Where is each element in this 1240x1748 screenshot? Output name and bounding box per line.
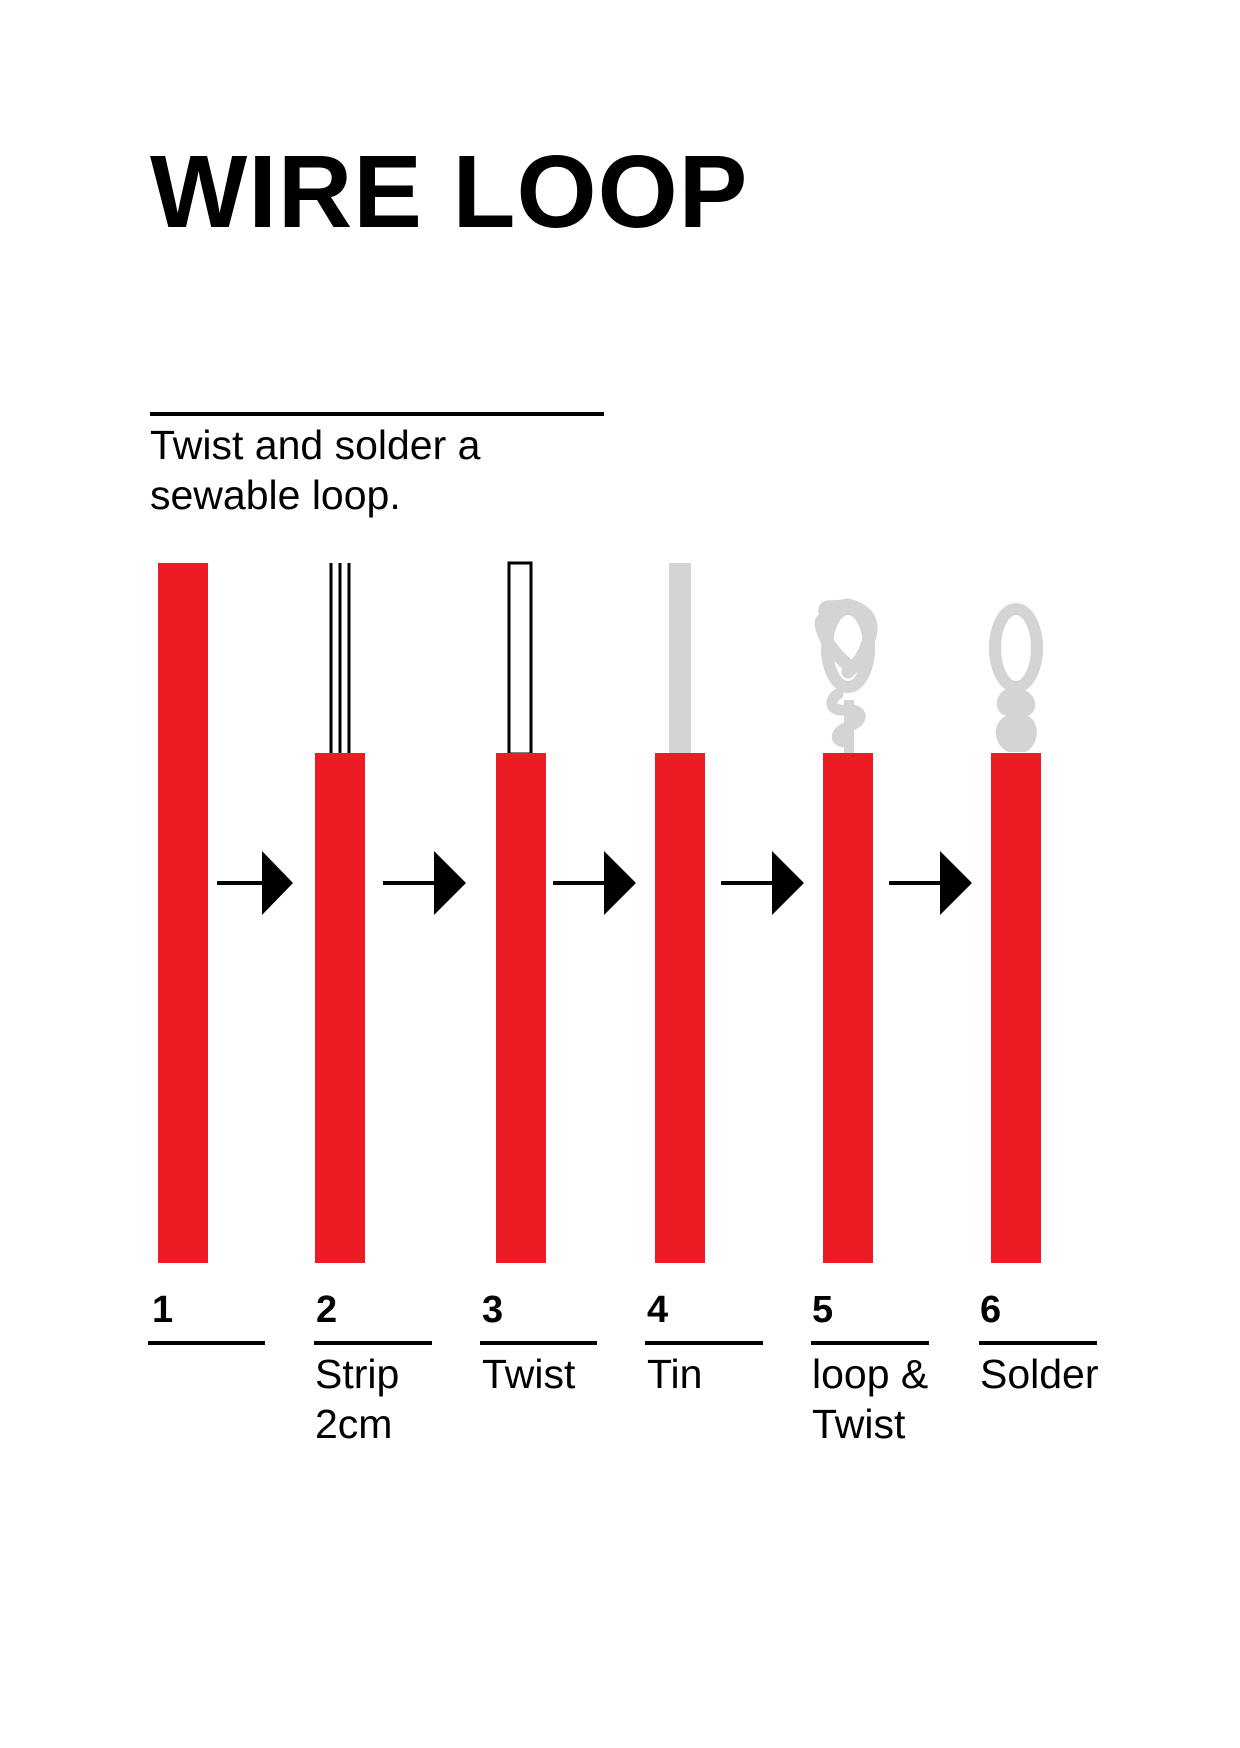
title-divider [150,412,604,416]
step-number: 6 [980,1289,1002,1331]
wire-loop [821,603,875,693]
wire-step-1 [158,563,208,1263]
insulation [496,753,546,1263]
step-label: loop & Twist [812,1351,929,1447]
insulation [823,753,873,1263]
step-divider [480,1341,597,1345]
step-number: 5 [812,1289,834,1331]
page-title: WIRE LOOP [150,134,749,249]
wire-twist [826,688,866,748]
insulation [991,753,1041,1263]
subtitle: Twist and solder a sewable loop. [150,422,481,518]
wire-step-4 [655,563,705,1263]
step-number: 4 [647,1289,669,1331]
step-label: Tin [647,1351,703,1397]
wire-loop [989,603,1043,693]
insulation [655,753,705,1263]
wire-step-3 [496,561,546,1263]
arrow-3-4 [553,851,636,915]
step-label: Solder [980,1351,1099,1397]
wire-step-6 [989,603,1043,1263]
step-number: 2 [316,1289,338,1331]
arrow-2-3 [383,851,466,915]
step-divider [645,1341,763,1345]
arrow-1-2 [217,851,293,915]
step-number: 3 [482,1289,504,1331]
step-divider [314,1341,432,1345]
arrow-4-5 [721,851,804,915]
twisted-strands [507,561,533,756]
tinned-wire [669,563,691,755]
solder-blob [995,690,1037,752]
arrow-5-6 [889,851,972,915]
step-label: Twist [482,1351,576,1397]
wire-step-5 [814,598,878,1263]
insulation [315,753,365,1263]
step-divider [811,1341,929,1345]
step-label: Strip 2cm [315,1351,400,1447]
wire-stem [844,700,854,756]
step-divider [148,1341,265,1345]
step-number: 1 [152,1289,174,1331]
wire-step-2 [315,563,365,1263]
step-divider [979,1341,1097,1345]
